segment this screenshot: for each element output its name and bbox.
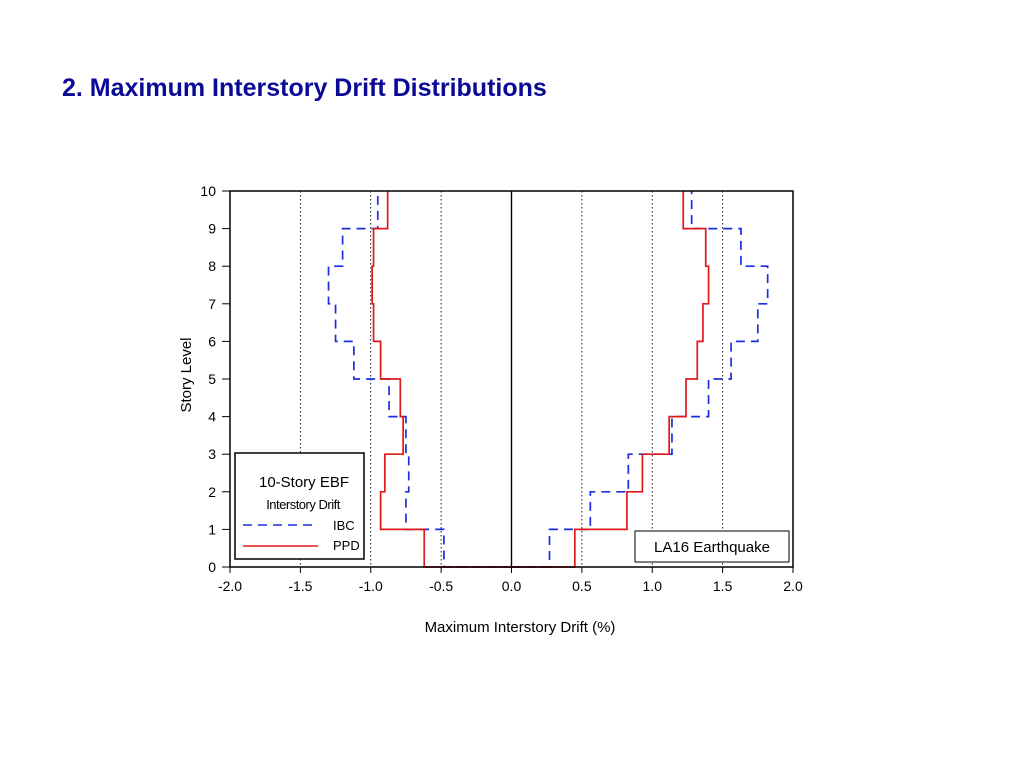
series-ppd-positive: [511, 191, 710, 568]
x-tick-label: -1.5: [288, 578, 312, 594]
legend-title: 10-Story EBF: [259, 474, 349, 491]
annotation-label: LA16 Earthquake: [654, 539, 770, 556]
series-ppd-negative: [371, 191, 512, 568]
annotation-box: [634, 530, 790, 563]
x-tick-label: -1.0: [359, 578, 383, 594]
legend-ibc-label: IBC: [333, 518, 355, 533]
slide-title: 2. Maximum Interstory Drift Distribution…: [62, 74, 547, 102]
legend: 10-Story EBF Interstory Drift IBC PPD: [234, 452, 365, 560]
legend-box: [234, 452, 365, 560]
y-tick-label: 2: [208, 484, 216, 500]
y-tick-label: 4: [208, 409, 216, 425]
y-tick-label: 3: [208, 446, 216, 462]
series-ibc-positive: [511, 191, 769, 568]
earthquake-annotation: LA16 Earthquake: [634, 530, 790, 563]
y-tick-label: 7: [208, 296, 216, 312]
legend-ppd-label: PPD: [333, 538, 360, 553]
axis-ticks: -2.0 -1.5 -1.0 -0.5 0.0 0.5 1.0 1.5 2.0 0 1 2 3 4 5 6 7 8…: [200, 183, 803, 594]
y-tick-label: 10: [200, 183, 216, 199]
y-tick-label: 5: [208, 371, 216, 387]
x-tick-label: -0.5: [429, 578, 453, 594]
y-tick-label: 1: [208, 521, 216, 537]
x-axis-title: Maximum Interstory Drift (%): [425, 619, 616, 636]
x-tick-label: 0.5: [572, 578, 592, 594]
x-tick-label: 1.5: [713, 578, 733, 594]
legend-subtitle: Interstory Drift: [266, 497, 341, 512]
y-tick-label: 8: [208, 258, 216, 274]
series-lines: [327, 191, 769, 568]
x-tick-label: 1.0: [643, 578, 663, 594]
y-tick-label: 0: [208, 559, 216, 575]
y-tick-label: 9: [208, 221, 216, 237]
x-tick-label: -2.0: [218, 578, 242, 594]
x-tick-label: 2.0: [783, 578, 803, 594]
x-tick-label: 0.0: [502, 578, 522, 594]
y-axis-title: Story Level: [178, 337, 195, 412]
y-tick-label: 6: [208, 333, 216, 349]
